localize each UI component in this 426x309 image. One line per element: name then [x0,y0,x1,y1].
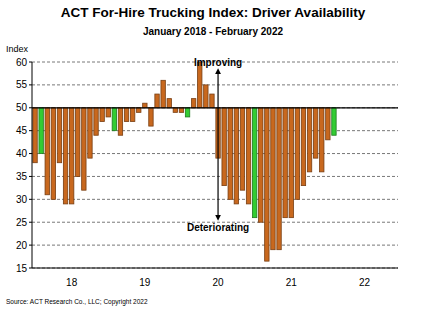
bar [100,108,104,122]
y-tick-label: 30 [16,194,28,205]
y-tick-label: 35 [16,171,28,182]
y-tick-label: 60 [16,57,28,68]
bar [198,62,202,108]
grid-line [32,245,398,246]
bar [143,103,147,108]
grid-line [32,84,398,85]
bar [106,108,110,117]
bar [161,80,165,107]
y-tick-label: 20 [16,240,28,251]
bar [149,108,153,126]
grid-line [32,268,398,269]
bar [240,108,244,190]
bar [124,108,128,122]
bar [185,108,189,117]
bar [57,108,61,163]
bar [320,108,324,172]
bar [277,108,281,250]
bar [313,108,317,158]
baseline [32,107,398,108]
bar [39,108,43,154]
y-tick-label: 40 [16,148,28,159]
grid-line [32,176,398,177]
bar [69,108,73,204]
bar [76,108,80,177]
bar [45,108,49,195]
bar [246,108,250,204]
annotation-arrow [217,71,218,108]
bar [82,108,86,190]
y-tick-label: 15 [16,263,28,274]
bar [222,108,226,186]
y-axis [32,62,33,268]
y-tick-label: 25 [16,217,28,228]
bar [112,108,116,131]
grid-line [32,130,398,131]
y-tick-label: 50 [16,102,28,113]
background [0,0,426,309]
chart-container: ACT For-Hire Trucking Index: Driver Avai… [0,0,426,309]
x-tick-label: 21 [286,277,298,288]
subtitle: January 2018 - February 2022 [143,26,284,37]
y-tick-label: 45 [16,125,28,136]
bar [167,99,171,108]
x-tick-label: 20 [212,277,224,288]
bar [33,108,37,163]
bar [228,108,232,200]
annotation-arrow [217,108,218,218]
title: ACT For-Hire Trucking Index: Driver Avai… [61,5,366,20]
x-tick-label: 19 [139,277,151,288]
bar [210,94,214,108]
bar [283,108,287,218]
bar [173,108,177,113]
x-tick-label: 18 [66,277,78,288]
bar [326,108,330,140]
chart-svg: ACT For-Hire Trucking Index: Driver Avai… [0,0,426,309]
bar [155,94,159,108]
bar [94,108,98,135]
x-axis [32,268,398,269]
bar [137,108,141,113]
bar [130,108,134,122]
annotation-text: Improving [194,57,242,68]
annotation-text: Deteriorating [187,222,249,233]
bar [118,108,122,135]
bar [289,108,293,218]
bar [332,108,336,135]
y-axis-label: Index [6,44,29,54]
x-tick-label: 22 [359,277,371,288]
bar [265,108,269,261]
bar [179,108,183,113]
source-note: Source: ACT Research Co., LLC; Copyright… [6,298,148,306]
y-tick-label: 55 [16,79,28,90]
bar [204,85,208,108]
grid-line [32,107,398,108]
bar [63,108,67,204]
bar [301,108,305,186]
bar [191,99,195,108]
bar [295,108,299,200]
bar [252,108,256,218]
bar [307,108,311,172]
bar [259,108,263,222]
grid-line [32,199,398,200]
bar [88,108,92,158]
grid-line [32,153,398,154]
bar [51,108,55,200]
bars [33,62,336,261]
bar [234,108,238,204]
bar [271,108,275,250]
